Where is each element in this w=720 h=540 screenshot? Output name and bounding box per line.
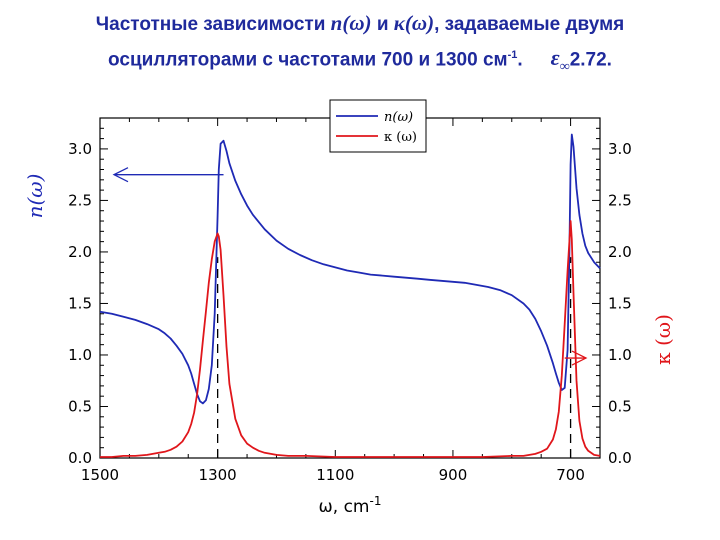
legend-label: n(ω) (384, 110, 413, 125)
y-right-tick-label: 2.0 (608, 243, 632, 261)
series-kappa-line (100, 220, 601, 458)
y-right-tick-label: 1.0 (608, 346, 632, 364)
legend-label: κ (ω) (384, 130, 417, 145)
title-line-1: Частотные зависимости n(ω) и κ(ω), задав… (0, 8, 720, 40)
y-left-tick-label: 0.5 (68, 397, 92, 415)
legend-box (329, 99, 427, 153)
y-right-tick-label: 0.5 (608, 397, 632, 415)
y-left-tick-label: 0.0 (68, 449, 92, 467)
y-right-tick-label: 3.0 (608, 140, 632, 158)
x-axis-label: ω, cm-1 (319, 494, 382, 517)
y-left-tick-label: 2.0 (68, 243, 92, 261)
y-left-axis-label: n(ω) (23, 174, 47, 219)
y-left-tick-label: 1.5 (68, 294, 92, 312)
y-left-tick-label: 3.0 (68, 140, 92, 158)
x-axis-label-sup: -1 (369, 494, 381, 508)
epsilon-char: ε (550, 45, 560, 71)
kappa-omega-symbol: κ(ω) (393, 11, 435, 35)
y-right-tick-label: 1.5 (608, 294, 632, 312)
x-tick-label: 900 (439, 466, 468, 484)
y-left-tick-label: 2.5 (68, 191, 92, 209)
y-right-axis-label: κ (ω) (651, 314, 675, 365)
x-tick-label: 1300 (199, 466, 237, 484)
n-axis-arrow-head (112, 167, 129, 183)
title-text-c: осцилляторами с частотами 700 и 1300 см (108, 49, 508, 71)
epsilon-infinity-symbol: ε∞ (550, 45, 570, 74)
series-n-line (99, 133, 601, 405)
y-right-tick-label: 0.0 (608, 449, 632, 467)
title-superscript: -1 (507, 49, 518, 61)
y-left-tick-label: 1.0 (68, 346, 92, 364)
title-dot: . (517, 49, 523, 71)
n-omega-symbol: n(ω) (330, 11, 372, 35)
title-and: и (376, 14, 389, 35)
kappa-axis-arrow-head (571, 350, 588, 366)
infinity-sub: ∞ (559, 59, 570, 75)
y-right-tick-label: 2.5 (608, 191, 632, 209)
x-tick-label: 1500 (81, 466, 119, 484)
x-axis-label-text: ω, cm (319, 497, 370, 517)
title-line-2: осцилляторами с частотами 700 и 1300 см-… (0, 40, 720, 83)
title-text-a: Частотные зависимости (95, 14, 326, 35)
x-tick-label: 700 (556, 466, 585, 484)
x-tick-label: 1100 (316, 466, 354, 484)
epsilon-value: 2.72. (569, 49, 612, 71)
title-text-b: , задаваемые двумя (434, 14, 625, 35)
slide-title: Частотные зависимости n(ω) и κ(ω), задав… (0, 8, 720, 83)
plot-frame (99, 117, 601, 459)
